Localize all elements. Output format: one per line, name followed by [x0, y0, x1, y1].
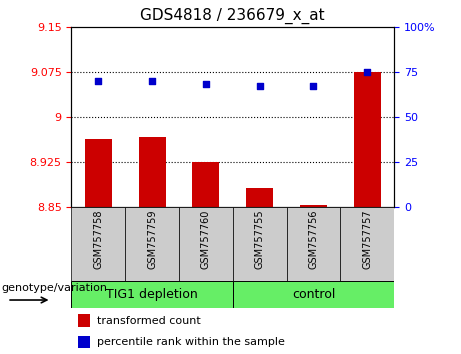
- Text: TIG1 depletion: TIG1 depletion: [106, 288, 198, 301]
- Bar: [179, 207, 233, 281]
- Bar: [85, 139, 112, 207]
- Bar: [233, 207, 287, 281]
- Text: control: control: [292, 288, 335, 301]
- Text: GSM757755: GSM757755: [254, 209, 265, 269]
- Bar: [300, 205, 327, 207]
- Point: [202, 81, 210, 87]
- Bar: [340, 207, 394, 281]
- Text: GSM757758: GSM757758: [93, 209, 103, 269]
- Point: [256, 83, 263, 89]
- Bar: [193, 162, 219, 207]
- Text: genotype/variation: genotype/variation: [1, 283, 107, 293]
- Text: percentile rank within the sample: percentile rank within the sample: [97, 337, 285, 347]
- Point: [95, 78, 102, 84]
- Bar: [354, 72, 381, 207]
- Title: GDS4818 / 236679_x_at: GDS4818 / 236679_x_at: [141, 7, 325, 24]
- Bar: [246, 188, 273, 207]
- Text: transformed count: transformed count: [97, 316, 201, 326]
- Text: GSM757757: GSM757757: [362, 209, 372, 269]
- Text: GSM757759: GSM757759: [147, 209, 157, 269]
- Point: [310, 83, 317, 89]
- Point: [148, 78, 156, 84]
- Text: GSM757756: GSM757756: [308, 209, 319, 269]
- Bar: [78, 314, 89, 327]
- Point: [364, 69, 371, 75]
- Bar: [78, 336, 89, 348]
- Bar: [287, 207, 340, 281]
- Bar: [233, 281, 394, 308]
- Bar: [125, 207, 179, 281]
- Text: GSM757760: GSM757760: [201, 209, 211, 269]
- Bar: [139, 137, 165, 207]
- Bar: [71, 207, 125, 281]
- Bar: [71, 281, 233, 308]
